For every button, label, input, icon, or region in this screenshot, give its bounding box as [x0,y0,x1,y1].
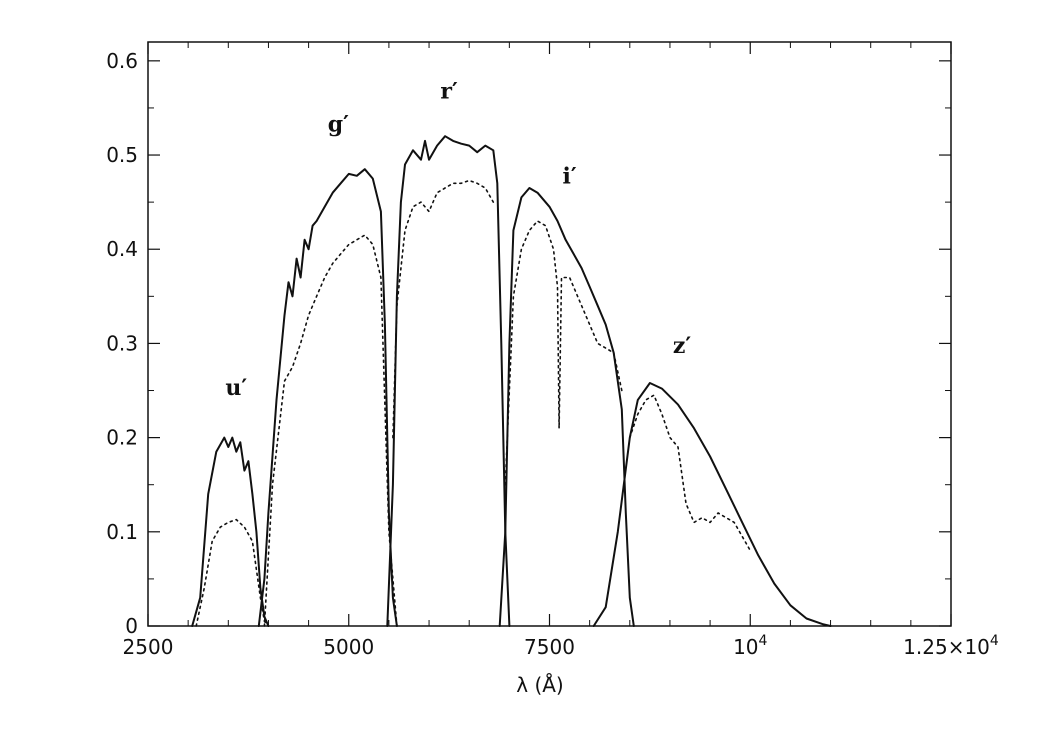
y-tick-label: 0.6 [106,49,138,73]
band-label: i′ [562,163,576,189]
x-tick-label: 5000 [323,635,374,659]
tick-marks [147,42,952,627]
plot-frame [147,41,952,627]
x-tick-label-base: 10 [733,635,758,659]
y-tick-labels: 0 0.1 0.2 0.3 0.4 0.5 0.6 [106,49,138,638]
series-dotted-curve [392,179,495,439]
series-solid-curve [592,382,832,627]
x-tick-label: 7500 [524,635,575,659]
y-tick-label: 0.4 [106,237,138,261]
band-label: g′ [328,111,349,137]
series-dotted-curve [629,394,752,552]
band-label: u′ [225,375,247,401]
x-tick-label-exponent: 4 [759,633,768,649]
band-labels: u′ g′ r′ i′ z′ [225,79,691,402]
x-tick-label-base: 7500 [524,635,575,659]
x-axis-label: λ (Å) [516,673,563,697]
y-tick-label: 0.1 [106,520,138,544]
y-tick-label: 0.3 [106,331,138,355]
series-solid-curve [191,436,270,627]
x-tick-label-base: 1.25×10 [903,635,990,659]
series-solid-curve [257,168,398,627]
x-tick-labels: 2500 5000 7500 104 1.25×104 [123,633,999,659]
series-solid-curve [498,187,635,627]
band-label: r′ [440,79,458,105]
y-tick-label: 0.5 [106,143,138,167]
series-solid-curve [386,135,511,627]
series-dotted-curve [504,220,623,486]
x-tick-label-exponent: 4 [990,633,999,649]
x-tick-label: 104 [733,633,767,659]
band-label: z′ [673,333,691,359]
x-tick-label-base: 5000 [323,635,374,659]
x-tick-label: 2500 [123,635,174,659]
series-dotted-curve [263,234,398,627]
series-dotted-curve [195,518,270,627]
series-curves [191,135,832,627]
y-tick-label: 0 [125,614,138,638]
x-tick-label-base: 2500 [123,635,174,659]
y-tick-label: 0.2 [106,426,138,450]
x-tick-label: 1.25×104 [903,633,999,659]
